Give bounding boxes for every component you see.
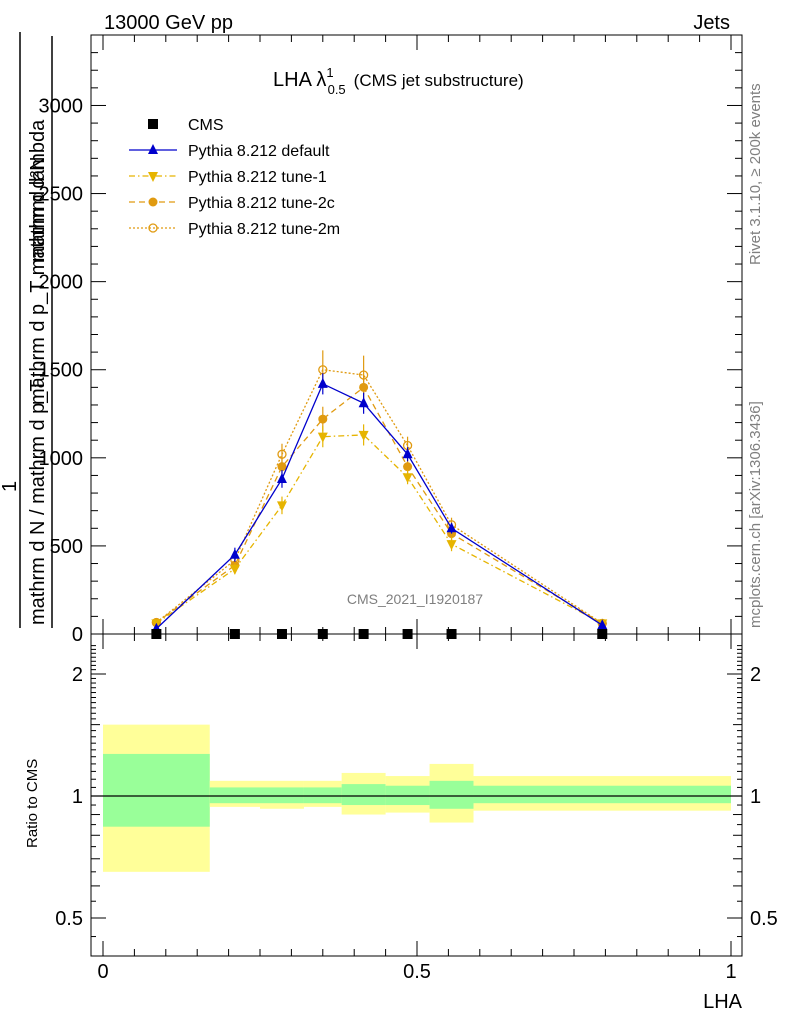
ratio-y-tick-label-right: 2 — [750, 664, 761, 686]
analysis-watermark: CMS_2021_I1920187 — [347, 591, 483, 607]
data-point — [229, 564, 240, 575]
y-axis-label-bottom: mathrm d N / mathrm d p_T — [27, 379, 49, 625]
data-point — [403, 462, 413, 472]
main-y-tick-label: 0 — [72, 624, 83, 646]
ratio-x-tick-label: 1 — [725, 961, 736, 983]
main-y-tick-labels: 0 500 1000 1500 2000 2500 3000 — [39, 95, 84, 646]
data-point — [446, 540, 457, 551]
ratio-y-tick-label-left: 1 — [72, 786, 83, 808]
ratio-x-tick-label: 0.5 — [403, 961, 431, 983]
data-point — [358, 397, 369, 408]
legend-entry-pythia-8-212-tune-2m: Pythia 8.212 tune-2m — [129, 221, 340, 238]
ratio-y-tick-label-left: 2 — [72, 664, 83, 686]
data-point — [276, 501, 287, 512]
y-axis-label-mid: mathrm d p_T mathrm d lambda — [27, 119, 49, 405]
ratio-x-tick-labels: 0 0.5 1 — [97, 961, 736, 983]
data-point — [276, 472, 287, 483]
main-y-tick-label: 2500 — [39, 184, 84, 206]
series-pythia-8-212-tune-1 — [151, 424, 608, 630]
ratio-y-tick-label-right: 0.5 — [750, 908, 778, 930]
plot-title-main: LHA λ — [273, 69, 326, 91]
series-line — [155, 369, 603, 624]
ratio-axis-ticks — [91, 634, 742, 956]
series-line — [156, 434, 603, 625]
data-point — [446, 522, 457, 533]
data-point — [317, 377, 328, 388]
plot-title-tail: (CMS jet substructure) — [354, 71, 524, 90]
series-pythia-8-212-tune-2c — [151, 375, 607, 628]
main-y-tick-label: 3000 — [39, 95, 84, 117]
legend-entry-cms: CMS — [148, 117, 224, 134]
ratio-y-axis-label: Ratio to CMS — [24, 759, 41, 848]
main-y-tick-label: 2000 — [39, 272, 84, 294]
main-y-tick-label: 1000 — [39, 448, 84, 470]
plot-title-sub: 0.5 — [328, 82, 346, 97]
data-point — [318, 414, 328, 424]
ratio-x-tick-label: 0 — [97, 961, 108, 983]
rivet-version-label: Rivet 3.1.10, ≥ 200k events — [747, 83, 764, 265]
y-axis-label-top: mathrm d²N — [27, 156, 49, 262]
mcplots-label: mcplots.cern.ch [arXiv:1306.3436] — [747, 401, 764, 628]
ratio-inner-band — [341, 784, 386, 806]
legend-label: Pythia 8.212 tune-2m — [188, 221, 340, 238]
legend-marker — [148, 119, 158, 129]
main-y-tick-label: 500 — [50, 536, 83, 558]
legend-label: Pythia 8.212 default — [188, 143, 330, 160]
legend-marker — [148, 144, 158, 154]
legend-label: Pythia 8.212 tune-1 — [188, 169, 327, 186]
legend-marker — [148, 172, 158, 182]
ratio-inner-band — [385, 785, 430, 806]
y-axis-label-one: 1 — [0, 481, 21, 492]
ratio-y-tick-label-left: 0.5 — [55, 908, 83, 930]
ratio-inner-band — [103, 753, 210, 827]
series-line — [155, 382, 603, 630]
ratio-inner-band — [303, 787, 342, 804]
ratio-inner-band — [209, 787, 260, 804]
legend: CMS Pythia 8.212 default Pythia 8.212 tune… — [129, 117, 340, 238]
legend-entry-pythia-8-212-tune-1: Pythia 8.212 tune-1 — [129, 169, 327, 186]
data-point — [229, 548, 240, 559]
header-process-label: Jets — [693, 12, 730, 34]
data-point — [359, 382, 369, 392]
legend-marker — [148, 223, 158, 233]
ratio-y-tick-labels: 0.5 0.5 1 1 2 2 — [55, 664, 778, 930]
series-pythia-8-212-default — [151, 373, 608, 633]
legend-label: Pythia 8.212 tune-2c — [188, 195, 335, 212]
ratio-y-tick-label-right: 1 — [750, 786, 761, 808]
ratio-inner-band — [260, 787, 304, 804]
x-axis-label: LHA — [703, 991, 743, 1013]
data-point — [402, 473, 413, 484]
data-point — [277, 462, 287, 472]
legend-entry-pythia-8-212-tune-2c: Pythia 8.212 tune-2c — [129, 195, 335, 212]
legend-marker — [148, 197, 158, 207]
plot-title-sup: 1 — [326, 65, 333, 80]
main-y-tick-label: 1500 — [39, 360, 84, 382]
data-point — [597, 619, 608, 630]
header-energy-label: 13000 GeV pp — [104, 12, 233, 34]
ratio-bands — [103, 724, 731, 872]
legend-label: CMS — [188, 117, 224, 134]
plot-title: LHA λ1 0.5 (CMS jet substructure) — [273, 65, 524, 97]
legend-entry-pythia-8-212-default: Pythia 8.212 default — [129, 143, 330, 160]
data-point — [402, 448, 413, 459]
ratio-inner-band — [473, 785, 731, 804]
series-line — [155, 386, 603, 624]
data-point — [358, 430, 369, 441]
ratio-inner-band — [429, 780, 474, 809]
main-axis-ticks — [91, 34, 742, 635]
data-point — [317, 432, 328, 443]
